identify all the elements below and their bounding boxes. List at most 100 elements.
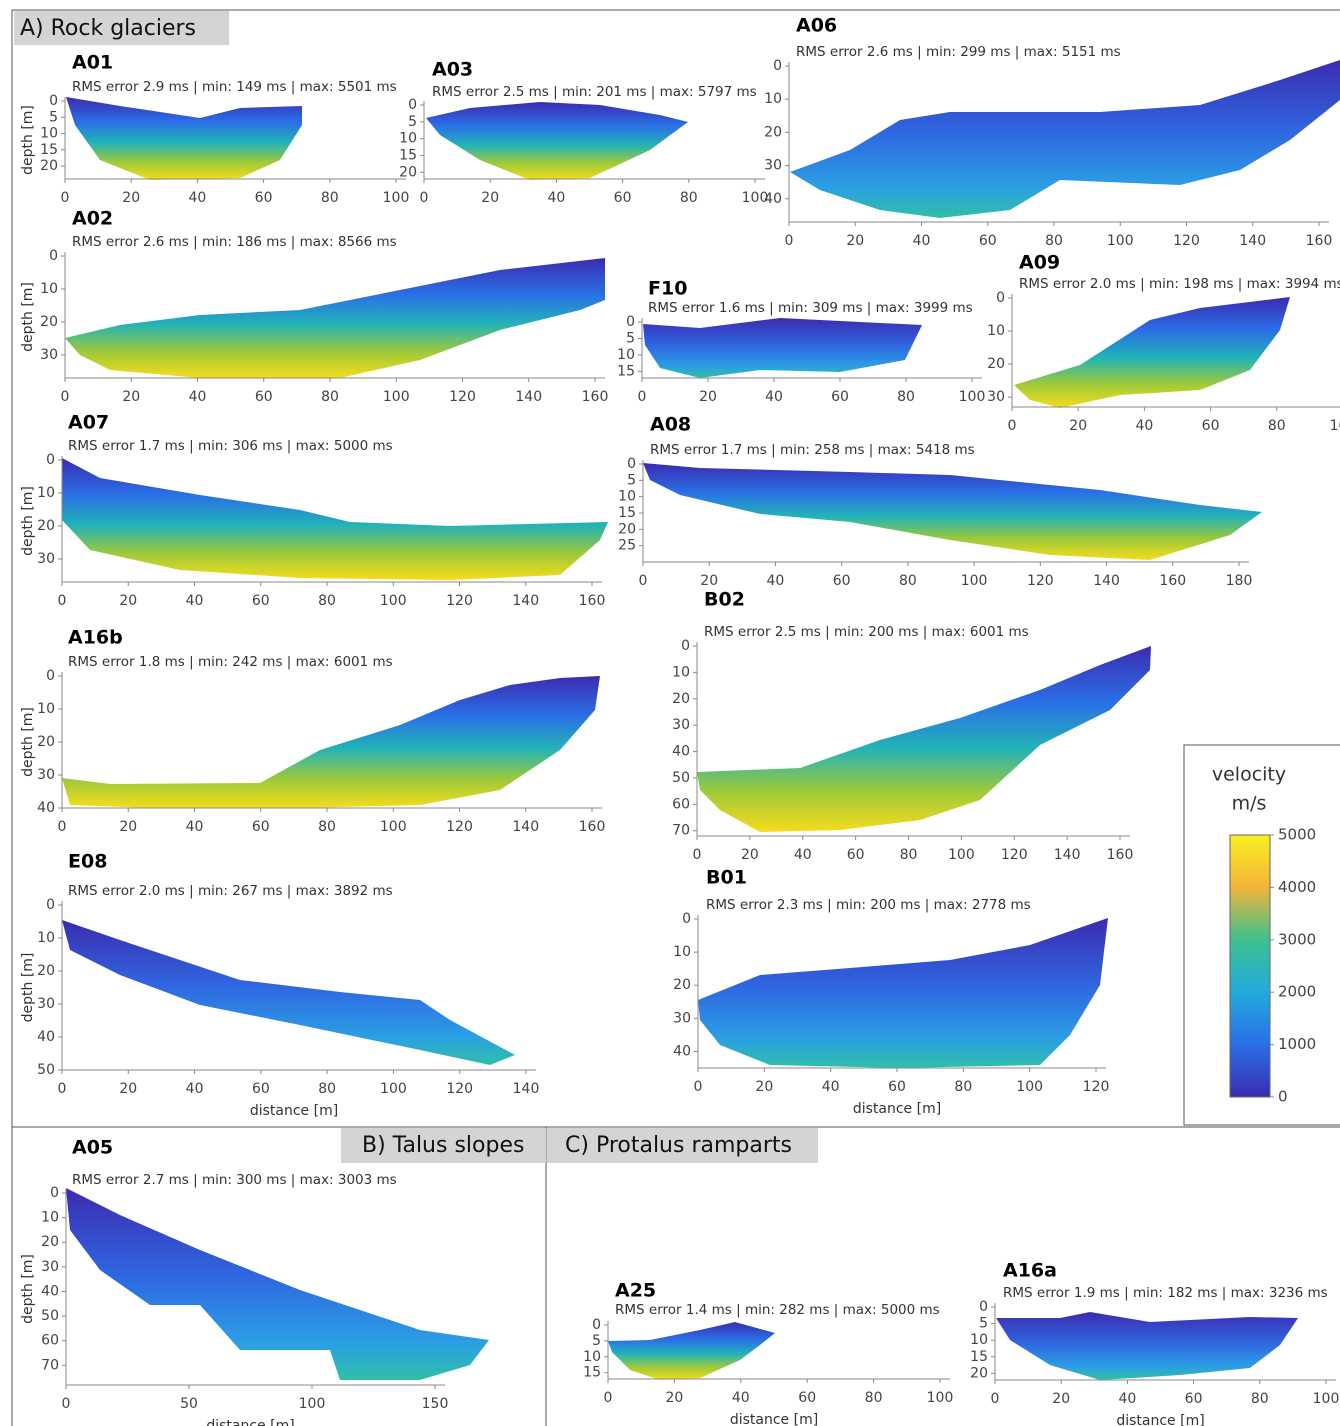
- panel-title: A01: [72, 52, 113, 74]
- velocity-field: [426, 102, 688, 180]
- x-tick-label: 40: [186, 819, 204, 835]
- x-tick-label: 100: [380, 593, 407, 609]
- x-tick-label: 60: [847, 847, 865, 863]
- y-tick-label: 20: [41, 1234, 59, 1250]
- x-tick-label: 60: [255, 190, 273, 206]
- x-tick-label: 120: [1173, 233, 1200, 249]
- y-tick-label: 40: [37, 1029, 55, 1045]
- y-tick-label: 0: [979, 1299, 988, 1315]
- x-tick-label: 60: [979, 233, 997, 249]
- y-tick-label: 10: [987, 323, 1005, 339]
- y-tick-label: 20: [618, 521, 636, 537]
- y-tick-label: 15: [583, 1365, 601, 1381]
- velocity-field: [697, 646, 1151, 832]
- x-tick-label: 60: [252, 819, 270, 835]
- panel-subtitle: RMS error 2.5 ms | min: 200 ms | max: 60…: [704, 624, 1029, 640]
- panel-subtitle: RMS error 1.6 ms | min: 309 ms | max: 39…: [648, 300, 973, 316]
- y-tick-label: 10: [583, 1349, 601, 1365]
- x-axis-label: distance [m]: [1116, 1413, 1204, 1426]
- y-tick-label: 5: [408, 114, 417, 130]
- x-tick-label: 80: [321, 389, 339, 405]
- y-tick-label: 5: [626, 330, 635, 346]
- x-tick-label: 80: [321, 190, 339, 206]
- panel-subtitle: RMS error 2.0 ms | min: 198 ms | max: 39…: [1019, 276, 1340, 292]
- y-tick-label: 15: [399, 147, 417, 163]
- x-tick-label: 160: [579, 819, 606, 835]
- y-tick-label: 20: [37, 518, 55, 534]
- x-tick-label: 0: [420, 190, 429, 206]
- y-tick-label: 20: [40, 314, 58, 330]
- y-tick-label: 30: [764, 158, 782, 174]
- y-tick-label: 15: [618, 505, 636, 521]
- x-tick-label: 40: [1135, 418, 1153, 434]
- x-tick-label: 40: [188, 190, 206, 206]
- x-tick-label: 80: [900, 847, 918, 863]
- panel-title: B01: [706, 867, 747, 889]
- y-tick-label: 10: [40, 126, 58, 142]
- x-tick-label: 0: [1008, 418, 1017, 434]
- y-tick-label: 30: [673, 1010, 691, 1026]
- y-tick-label: 20: [37, 963, 55, 979]
- y-tick-label: 50: [672, 770, 690, 786]
- x-tick-label: 120: [1083, 1079, 1110, 1095]
- panel-title: A03: [432, 59, 473, 81]
- panel-subtitle: RMS error 2.7 ms | min: 300 ms | max: 30…: [72, 1172, 397, 1188]
- x-tick-label: 100: [383, 389, 410, 405]
- panel-title: A08: [650, 414, 691, 436]
- x-tick-label: 40: [794, 847, 812, 863]
- colorbar: [1229, 834, 1271, 1098]
- velocity-field: [698, 918, 1108, 1068]
- x-axis-label: distance [m]: [250, 1103, 338, 1119]
- x-tick-label: 0: [58, 593, 67, 609]
- x-tick-label: 100: [1330, 418, 1340, 434]
- x-tick-label: 0: [62, 1396, 71, 1412]
- x-tick-label: 0: [694, 1079, 703, 1095]
- x-tick-label: 100: [380, 1081, 407, 1097]
- x-tick-label: 0: [639, 573, 648, 589]
- x-tick-label: 20: [122, 389, 140, 405]
- y-tick-label: 5: [49, 109, 58, 125]
- y-tick-label: 20: [764, 124, 782, 140]
- section-label: A) Rock glaciers: [20, 16, 196, 41]
- y-tick-label: 30: [672, 717, 690, 733]
- x-tick-label: 60: [252, 1081, 270, 1097]
- x-tick-label: 100: [1313, 1391, 1340, 1407]
- x-tick-label: 100: [742, 190, 769, 206]
- y-tick-label: 40: [41, 1283, 59, 1299]
- x-tick-label: 140: [512, 819, 539, 835]
- x-tick-label: 80: [897, 389, 915, 405]
- section-box: [14, 11, 229, 45]
- y-tick-label: 0: [46, 452, 55, 468]
- y-tick-label: 10: [41, 1210, 59, 1226]
- x-tick-label: 50: [180, 1396, 198, 1412]
- y-tick-label: 40: [672, 744, 690, 760]
- y-tick-label: 10: [673, 944, 691, 960]
- x-tick-label: 60: [798, 1390, 816, 1406]
- x-tick-label: 60: [252, 593, 270, 609]
- colorbar-tick-label: 4000: [1278, 878, 1316, 896]
- y-tick-label: 0: [681, 638, 690, 654]
- y-tick-label: 70: [41, 1357, 59, 1373]
- y-tick-label: 10: [970, 1332, 988, 1348]
- section-label: C) Protalus ramparts: [565, 1133, 792, 1158]
- y-tick-label: 5: [627, 472, 636, 488]
- x-tick-label: 20: [700, 573, 718, 589]
- y-tick-label: 70: [672, 823, 690, 839]
- y-tick-label: 0: [773, 58, 782, 74]
- y-tick-label: 20: [673, 977, 691, 993]
- y-tick-label: 30: [987, 389, 1005, 405]
- y-tick-label: 30: [40, 347, 58, 363]
- velocity-field: [643, 463, 1262, 560]
- y-tick-label: 20: [987, 356, 1005, 372]
- panel-subtitle: RMS error 1.9 ms | min: 182 ms | max: 32…: [1003, 1285, 1328, 1301]
- panel-subtitle: RMS error 2.3 ms | min: 200 ms | max: 27…: [706, 897, 1031, 913]
- y-tick-label: 20: [40, 158, 58, 174]
- y-tick-label: 15: [617, 363, 635, 379]
- x-tick-label: 120: [446, 819, 473, 835]
- x-tick-label: 160: [579, 593, 606, 609]
- x-tick-label: 40: [1118, 1391, 1136, 1407]
- x-tick-label: 160: [1107, 847, 1134, 863]
- x-tick-label: 40: [186, 593, 204, 609]
- y-tick-label: 25: [618, 538, 636, 554]
